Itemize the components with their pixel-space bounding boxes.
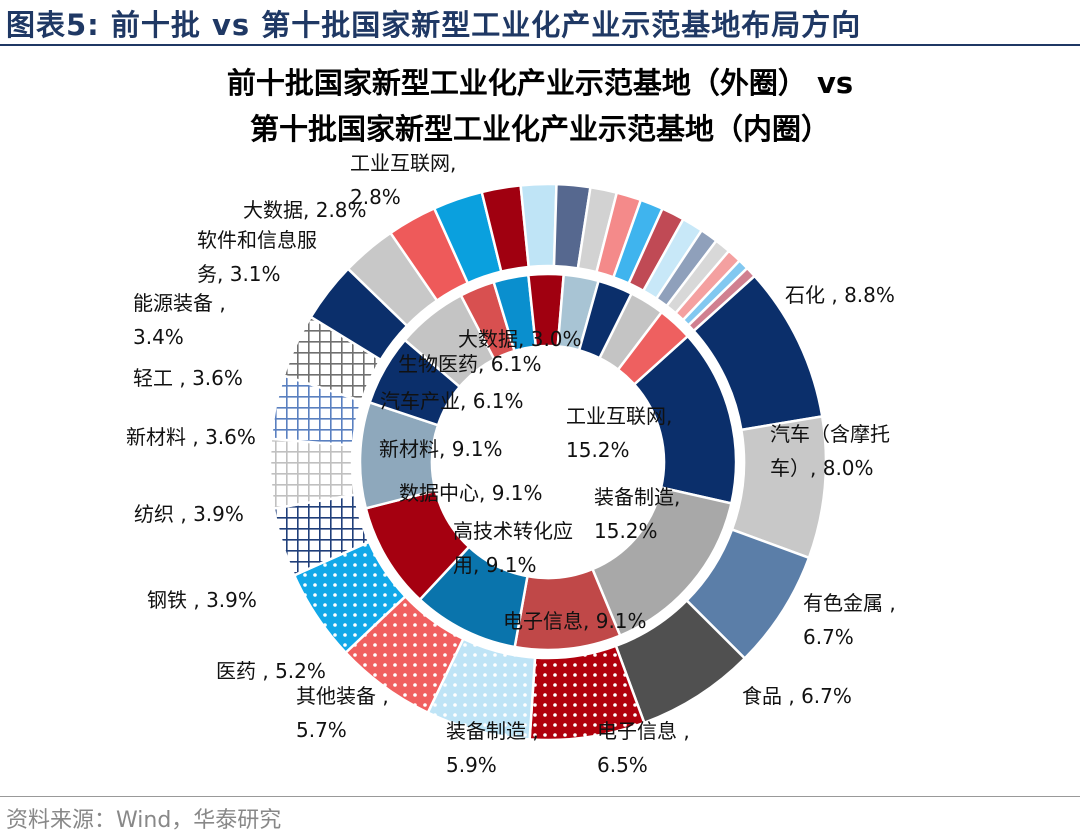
- outer-label-2-line-1: 有色金属 ,: [803, 591, 896, 615]
- outer-label-5-line-2: 5.9%: [446, 753, 497, 777]
- outer-label-10: 新材料 , 3.6%: [126, 425, 256, 449]
- outer-label-1-line-1: 汽车（含摩托: [770, 422, 890, 446]
- inner-label-4: 数据中心, 9.1%: [399, 481, 543, 505]
- figure-title: 图表5: 前十批 vs 第十批国家新型工业化产业示范基地布局方向: [6, 8, 862, 42]
- outer-label-0: 石化 , 8.8%: [785, 283, 895, 307]
- chart-title-line-1: 前十批国家新型工业化产业示范基地（外圈） vs: [226, 66, 854, 100]
- outer-label-1-line-2: 车）, 8.0%: [770, 456, 874, 480]
- outer-label-12-line-2: 3.4%: [133, 325, 184, 349]
- inner-label-6: 汽车产业, 6.1%: [380, 389, 524, 413]
- figure-header: 图表5: 前十批 vs 第十批国家新型工业化产业示范基地布局方向: [0, 0, 1080, 46]
- outer-label-12-line-1: 能源装备 ,: [133, 291, 226, 315]
- outer-label-6-line-2: 5.7%: [296, 718, 347, 742]
- inner-label-3-line-2: 用, 9.1%: [453, 553, 537, 577]
- outer-slice-unlabeled-28: [686, 266, 757, 333]
- inner-ring: [358, 272, 738, 652]
- outer-label-9: 纺织 , 3.9%: [134, 502, 244, 526]
- inner-label-7: 生物医药, 6.1%: [398, 352, 542, 376]
- outer-slice-4-dots: [529, 645, 645, 740]
- outer-label-6-line-1: 其他装备 ,: [296, 684, 389, 708]
- header-divider: [0, 44, 1080, 46]
- outer-label-15-line-2: 2.8%: [350, 185, 401, 209]
- chart-title-line-2: 第十批国家新型工业化产业示范基地（内圈）: [249, 112, 830, 146]
- outer-label-8: 钢铁 , 3.9%: [147, 588, 257, 612]
- inner-label-0-line-2: 15.2%: [566, 438, 630, 462]
- inner-label-8: 大数据, 3.0%: [458, 327, 582, 351]
- inner-label-2: 电子信息, 9.1%: [503, 609, 647, 633]
- inner-label-1-line-2: 15.2%: [594, 519, 658, 543]
- inner-label-1-line-1: 装备制造,: [594, 485, 680, 509]
- inner-label-0-line-1: 工业互联网,: [566, 404, 672, 428]
- outer-label-7: 医药 , 5.2%: [216, 659, 326, 683]
- outer-label-3: 食品 , 6.7%: [742, 684, 852, 708]
- outer-slice-7-dots: [294, 541, 406, 653]
- footer-divider: [0, 796, 1080, 797]
- outer-label-4-line-2: 6.5%: [597, 753, 648, 777]
- outer-label-15-line-1: 工业互联网,: [350, 151, 456, 175]
- inner-slice-unlabeled-14: [616, 310, 690, 387]
- outer-label-4-line-1: 电子信息 ,: [597, 719, 690, 743]
- outer-label-11: 轻工 , 3.6%: [133, 366, 243, 390]
- outer-label-13-line-2: 务, 3.1%: [197, 262, 281, 286]
- outer-label-2-line-2: 6.7%: [803, 625, 854, 649]
- inner-label-5: 新材料, 9.1%: [379, 437, 503, 461]
- source-note: 资料来源：Wind，华泰研究: [6, 808, 282, 833]
- inner-label-3-line-1: 高技术转化应: [453, 519, 573, 543]
- outer-label-5-line-1: 装备制造 ,: [446, 719, 539, 743]
- outer-slice-9: [268, 437, 357, 510]
- outer-label-14: 大数据, 2.8%: [243, 198, 367, 222]
- outer-slice-5-dots: [427, 638, 536, 740]
- outer-ring: [268, 182, 828, 742]
- outer-label-13-line-1: 软件和信息服: [197, 228, 317, 252]
